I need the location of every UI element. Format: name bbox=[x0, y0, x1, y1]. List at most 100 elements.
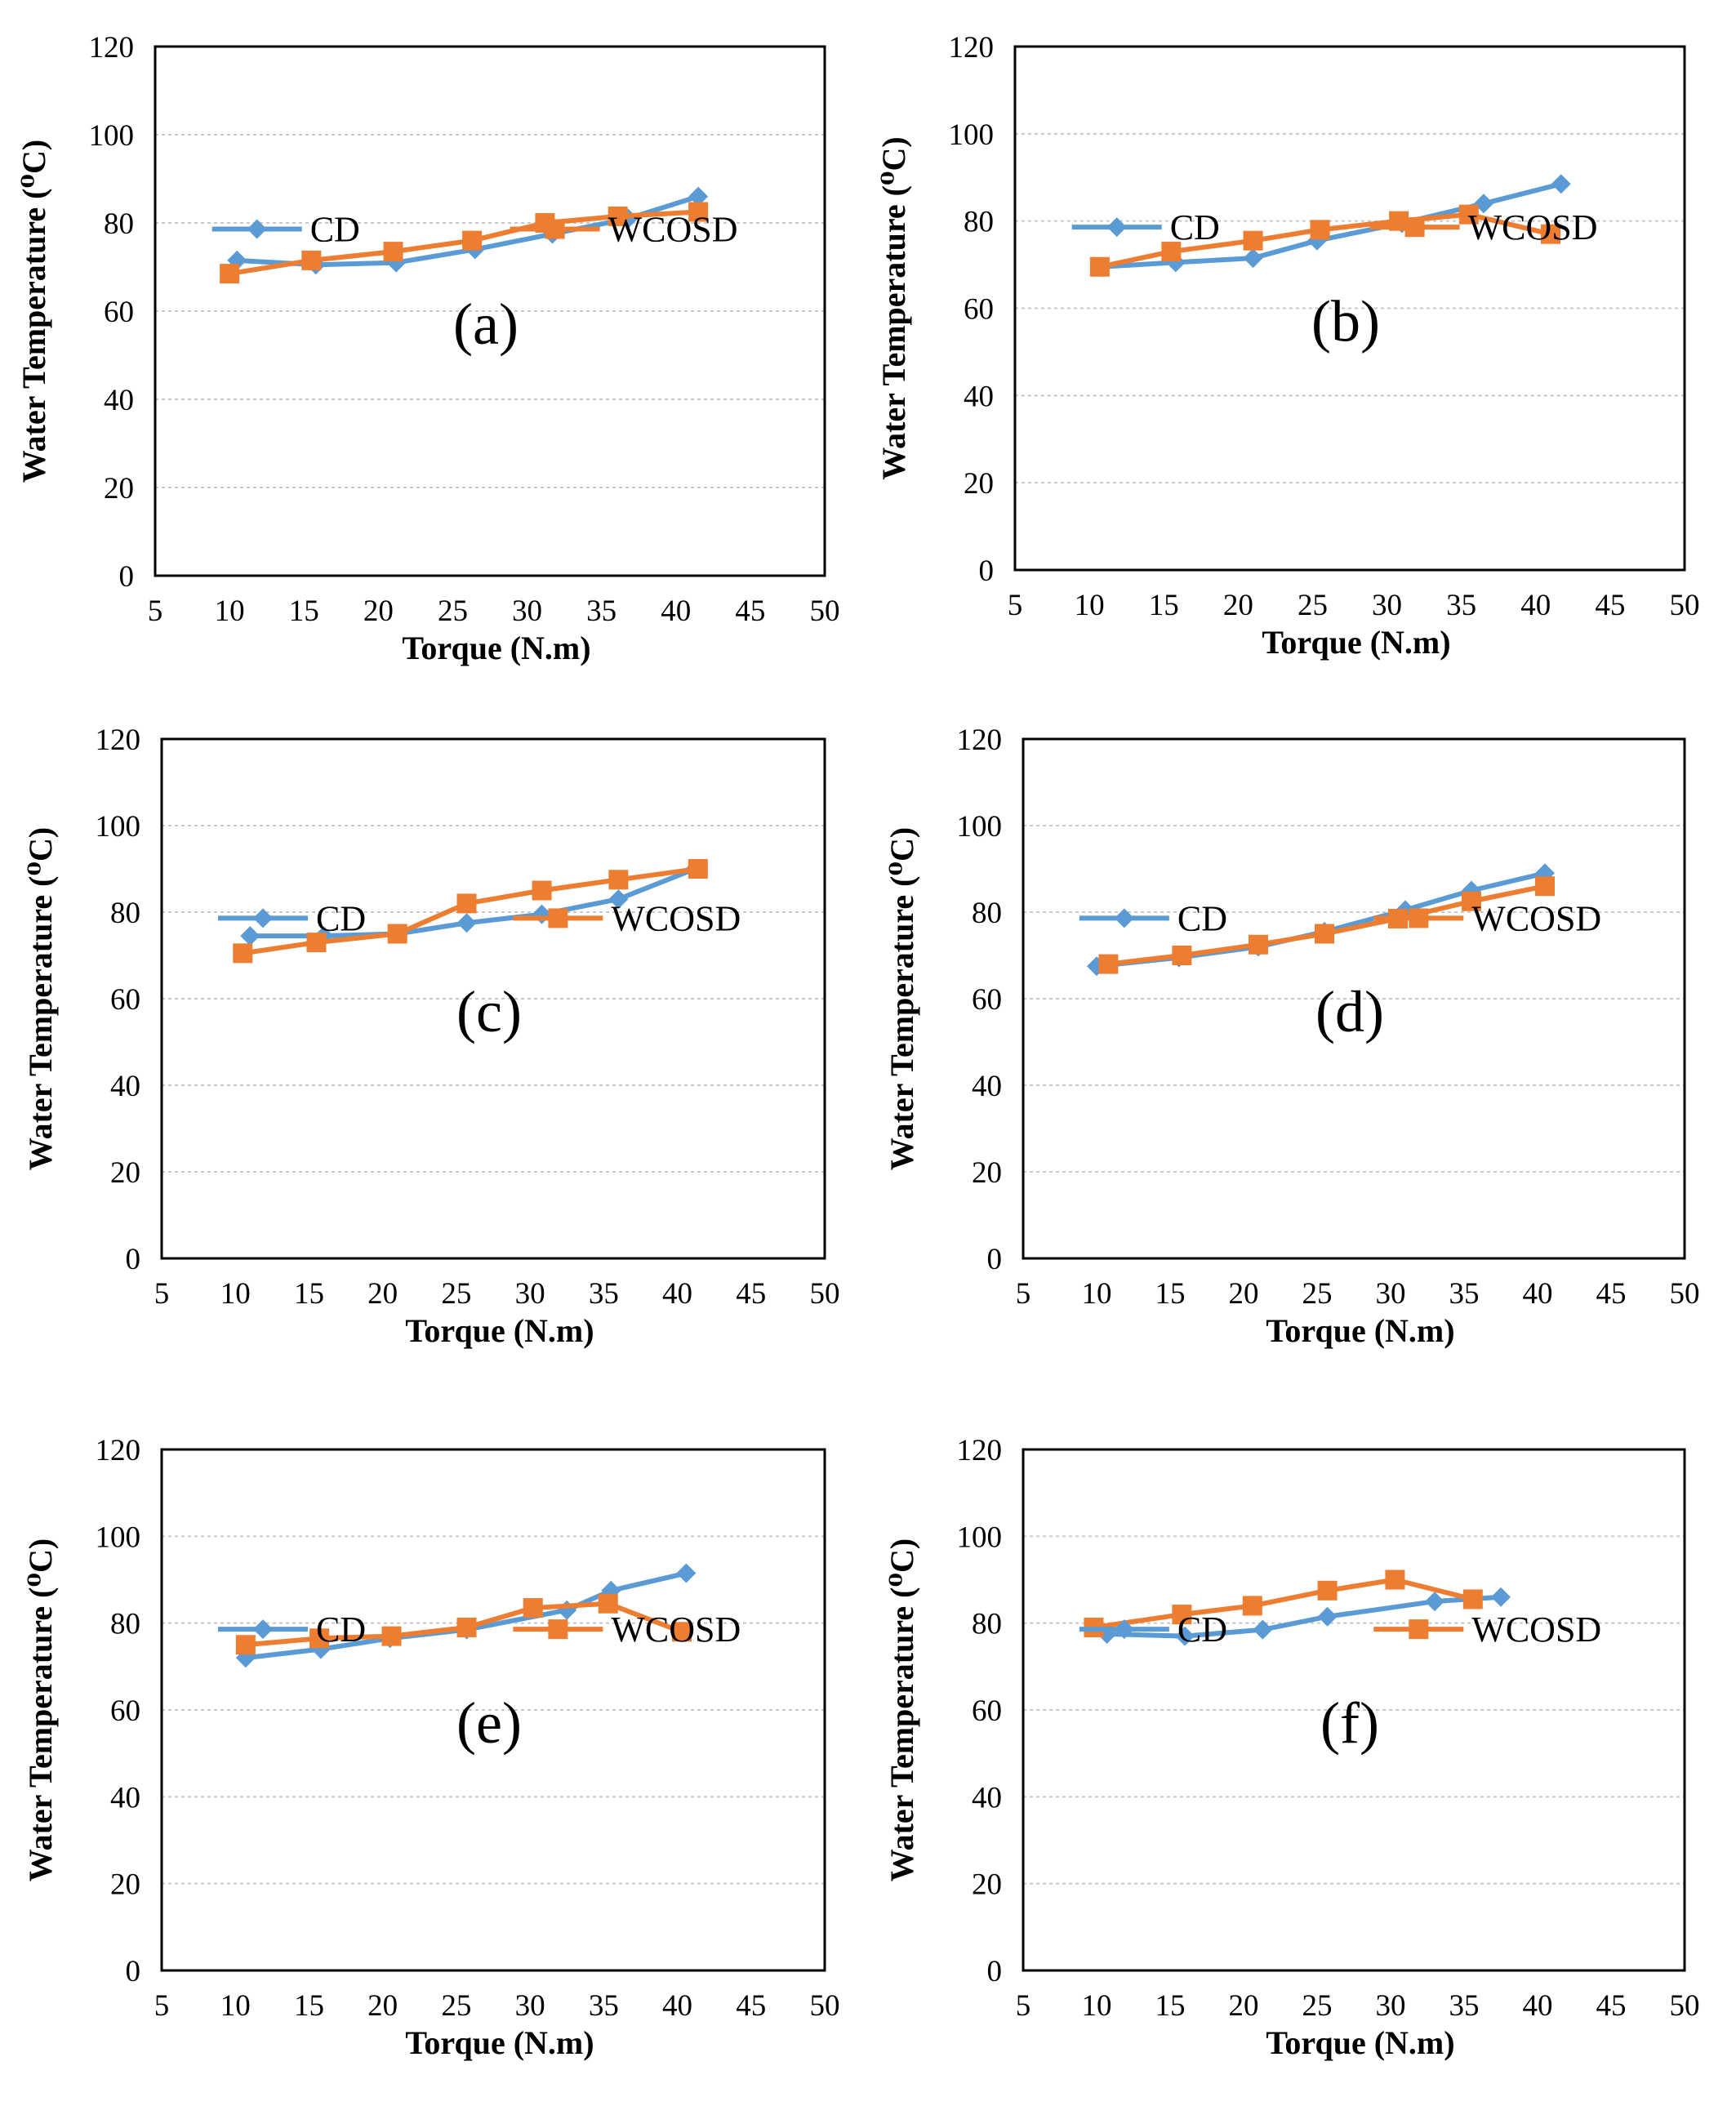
x-tick-label: 10 bbox=[1075, 589, 1105, 622]
x-tick-label: 15 bbox=[289, 594, 319, 628]
data-point-wcosd bbox=[608, 206, 628, 226]
y-tick-label: 120 bbox=[957, 724, 1003, 757]
x-tick-label: 30 bbox=[515, 1277, 545, 1311]
data-point-cd bbox=[1175, 1626, 1195, 1646]
data-point-wcosd bbox=[306, 933, 327, 953]
x-tick-label: 20 bbox=[1229, 1277, 1259, 1311]
x-tick-label: 40 bbox=[1523, 1277, 1553, 1311]
x-tick-label: 40 bbox=[661, 594, 691, 628]
y-tick-label: 0 bbox=[987, 1243, 1003, 1276]
y-tick-label: 40 bbox=[110, 1781, 140, 1814]
data-point-wcosd bbox=[383, 242, 403, 262]
x-tick-label: 10 bbox=[220, 1989, 251, 2023]
chart-panel-2: 0 20 40 60 80 100 120 5 10 15 20 25 30 35 40 45 50 Torque… bbox=[875, 31, 1700, 661]
x-tick-label: 10 bbox=[1082, 1989, 1112, 2023]
legend-item-wcosd: WCOSD bbox=[513, 1610, 741, 1650]
plot-area-border bbox=[1022, 737, 1686, 1260]
y-tick-label: 100 bbox=[957, 810, 1003, 844]
y-tick-label: 100 bbox=[96, 810, 141, 844]
y-tick-label: 20 bbox=[104, 472, 134, 505]
data-point-wcosd bbox=[1315, 924, 1334, 944]
x-tick-label: 35 bbox=[589, 1989, 619, 2023]
data-point-wcosd bbox=[1242, 1596, 1262, 1616]
legend-marker bbox=[1106, 217, 1127, 238]
y-tick-label: 40 bbox=[964, 380, 994, 413]
data-point-wcosd bbox=[1310, 220, 1330, 240]
data-point-wcosd bbox=[1462, 1589, 1483, 1610]
data-point-wcosd bbox=[456, 893, 477, 914]
x-tick-label: 10 bbox=[220, 1277, 251, 1311]
data-point-wcosd bbox=[1172, 1605, 1192, 1625]
plot-area-border bbox=[1022, 1448, 1686, 1972]
y-tick-label: 120 bbox=[96, 724, 141, 757]
y-tick-label: 20 bbox=[964, 467, 994, 501]
chart-panel-1: 0 20 40 60 80 100 120 5 10 15 20 25 30 35 40 45 50 Torque… bbox=[16, 31, 840, 666]
x-tick-label: 10 bbox=[1082, 1277, 1112, 1311]
x-tick-label: 15 bbox=[1149, 589, 1179, 622]
panel-label: (c) bbox=[456, 979, 522, 1044]
x-axis-title: Torque (N.m) bbox=[1266, 1312, 1454, 1349]
panel-label: (d) bbox=[1315, 979, 1384, 1044]
x-axis-title: Torque (N.m) bbox=[405, 2024, 594, 2061]
legend-label: WCOSD bbox=[1471, 898, 1601, 938]
legend-item-cd: CD bbox=[1079, 898, 1227, 938]
chart-panel-6: 0 20 40 60 80 100 120 5 10 15 20 25 30 35 40 45 50 Torque… bbox=[884, 1434, 1700, 2061]
legend-item-wcosd: WCOSD bbox=[1373, 1610, 1601, 1650]
data-point-wcosd bbox=[532, 880, 552, 901]
legend-item-wcosd: WCOSD bbox=[513, 898, 741, 938]
y-tick-label: 80 bbox=[972, 897, 1002, 930]
y-tick-label: 60 bbox=[972, 983, 1002, 1017]
y-tick-label: 20 bbox=[110, 1868, 140, 1902]
legend-marker bbox=[548, 908, 568, 928]
data-point-wcosd bbox=[1172, 946, 1192, 965]
x-tick-label: 30 bbox=[515, 1989, 545, 2023]
y-tick-label: 40 bbox=[972, 1781, 1002, 1814]
x-tick-label: 25 bbox=[438, 594, 468, 628]
legend-label: CD bbox=[316, 1610, 366, 1650]
data-point-wcosd bbox=[1161, 242, 1182, 262]
legend-marker bbox=[1114, 908, 1134, 928]
data-point-wcosd bbox=[387, 924, 407, 944]
x-tick-label: 20 bbox=[367, 1989, 398, 2023]
data-point-wcosd bbox=[462, 230, 483, 251]
data-point-wcosd bbox=[1317, 1580, 1338, 1601]
x-tick-label: 25 bbox=[441, 1277, 471, 1311]
data-point-wcosd bbox=[1535, 876, 1555, 897]
x-tick-label: 40 bbox=[1523, 1989, 1553, 2023]
legend-label: WCOSD bbox=[611, 1610, 741, 1650]
data-point-wcosd bbox=[1458, 204, 1479, 225]
y-axis-title: Water Temperature (⁰C) bbox=[884, 1538, 920, 1881]
x-tick-label: 45 bbox=[736, 1989, 766, 2023]
x-tick-label: 20 bbox=[367, 1277, 398, 1311]
data-point-wcosd bbox=[608, 870, 629, 890]
data-point-wcosd bbox=[301, 250, 322, 270]
legend-label: WCOSD bbox=[608, 210, 738, 250]
x-tick-label: 20 bbox=[363, 594, 394, 628]
legend-marker bbox=[1409, 908, 1429, 928]
x-tick-label: 5 bbox=[154, 1277, 170, 1311]
legend-marker bbox=[545, 219, 565, 239]
x-tick-label: 35 bbox=[589, 1277, 619, 1311]
x-axis-title: Torque (N.m) bbox=[1266, 2024, 1454, 2061]
data-point-cd bbox=[1253, 1619, 1273, 1640]
legend-marker bbox=[1404, 217, 1425, 238]
legend-item-wcosd: WCOSD bbox=[1369, 207, 1598, 247]
legend-label: WCOSD bbox=[1468, 207, 1598, 247]
x-tick-label: 45 bbox=[1595, 589, 1625, 622]
y-tick-label: 20 bbox=[972, 1868, 1002, 1902]
legend-item-cd: CD bbox=[1071, 207, 1220, 247]
data-point-cd bbox=[240, 926, 260, 946]
y-tick-label: 0 bbox=[987, 1955, 1003, 1988]
legend-marker bbox=[253, 1619, 274, 1640]
y-tick-label: 120 bbox=[89, 31, 135, 65]
x-tick-label: 15 bbox=[294, 1989, 324, 2023]
y-tick-label: 20 bbox=[972, 1156, 1002, 1190]
data-point-wcosd bbox=[523, 1598, 543, 1618]
legend-item-wcosd: WCOSD bbox=[1373, 898, 1601, 938]
y-tick-label: 80 bbox=[110, 897, 140, 930]
series-line-wcosd bbox=[1093, 1577, 1474, 1630]
x-tick-label: 50 bbox=[1670, 589, 1700, 622]
legend-label: CD bbox=[316, 898, 366, 938]
data-point-wcosd bbox=[671, 1622, 692, 1642]
